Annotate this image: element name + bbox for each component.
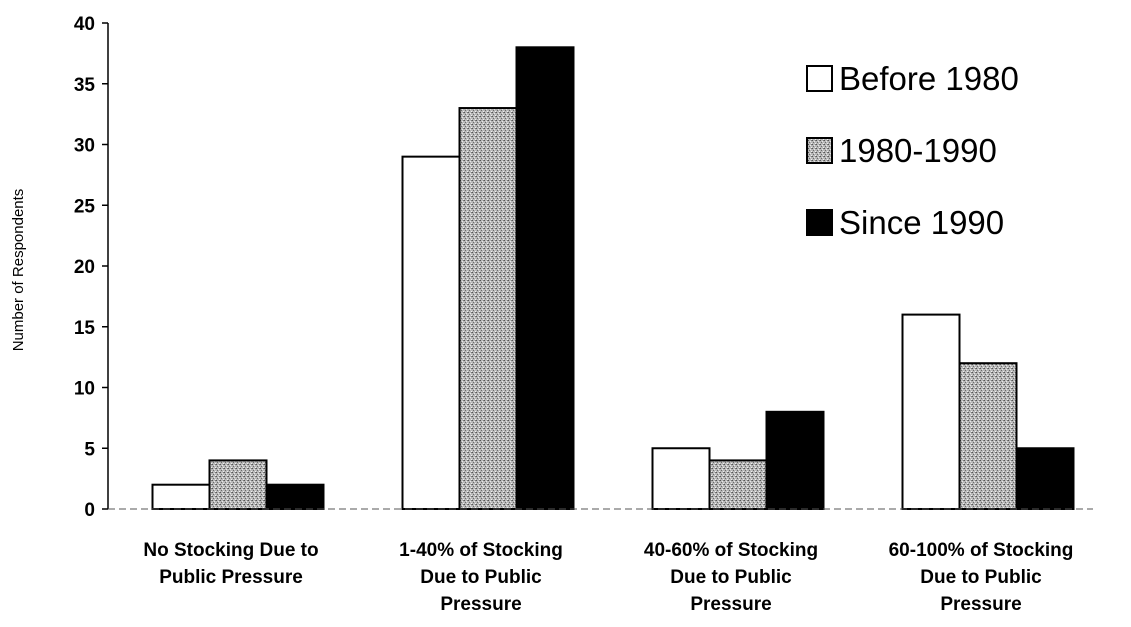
legend: Before 1980 1980-1990 Since 1990 [806,60,1019,241]
bar-before-1980 [651,447,711,510]
y-tick-label: 25 [74,196,96,217]
y-tick-label: 0 [84,500,95,521]
bar-before-1980 [401,155,461,510]
bar-1980-1990 [208,459,268,510]
bar-since-1990 [1015,447,1075,510]
bar-since-1990 [765,410,825,510]
bar-since-1990 [515,46,575,511]
bar-before-1980 [901,313,961,510]
legend-label: Before 1980 [839,60,1019,97]
bar-1980-1990 [458,107,518,511]
y-tick-label: 20 [74,257,95,278]
y-axis: 0 5 10 15 20 25 30 35 40 [74,14,109,521]
legend-swatch [806,209,833,236]
y-tick-label: 15 [74,318,96,339]
y-tick-label: 35 [74,75,96,96]
x-category-label: 60-100% of Stocking Due to Public Pressure [889,540,1074,615]
bars [151,46,1075,511]
x-category-label: 40-60% of Stocking Due to Public Pressure [644,540,818,615]
y-tick-label: 40 [74,14,95,35]
bar-before-1980 [151,483,211,511]
category-labels: No Stocking Due to Public Pressure 1-40% o… [143,540,1073,615]
legend-swatch [806,137,833,164]
y-tick-label: 10 [74,379,95,400]
bar-since-1990 [265,483,325,511]
bar-1980-1990 [958,362,1018,511]
legend-label: Since 1990 [839,204,1004,241]
legend-swatch [806,65,833,92]
y-axis-label: Number of Respondents [10,189,27,352]
x-category-label: 1-40% of Stocking Due to Public Pressure [399,540,563,615]
y-tick-label: 5 [84,439,95,460]
bar-1980-1990 [708,459,768,510]
legend-label: 1980-1990 [839,132,997,169]
y-tick-label: 30 [74,136,95,157]
x-category-label: No Stocking Due to Public Pressure [143,540,318,588]
